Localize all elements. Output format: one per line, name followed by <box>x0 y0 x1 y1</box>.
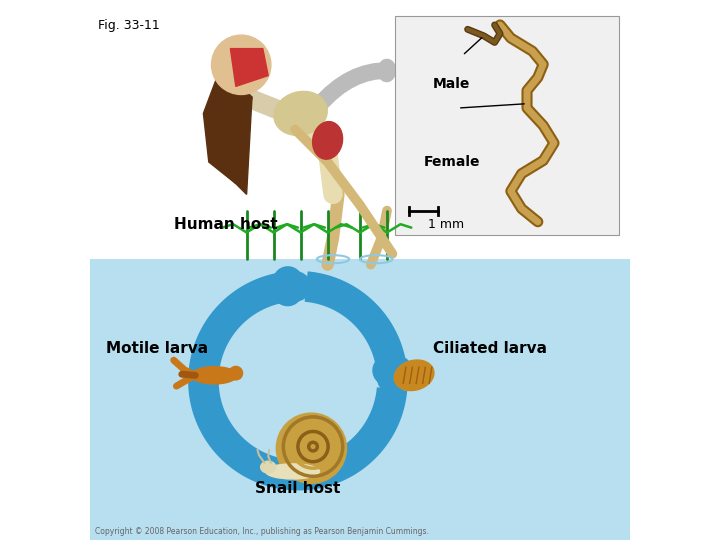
Circle shape <box>212 35 271 94</box>
Bar <box>395 16 619 235</box>
Ellipse shape <box>192 367 237 384</box>
Text: Motile larva: Motile larva <box>107 341 208 356</box>
Text: Snail host: Snail host <box>255 481 341 496</box>
Ellipse shape <box>229 366 243 380</box>
Text: Male: Male <box>433 77 470 91</box>
Bar <box>90 259 630 540</box>
Ellipse shape <box>394 360 434 390</box>
Ellipse shape <box>266 464 320 479</box>
Text: Fig. 33-11: Fig. 33-11 <box>98 19 160 32</box>
Ellipse shape <box>274 91 328 136</box>
Text: Copyright © 2008 Pearson Education, Inc., publishing as Pearson Benjamin Cumming: Copyright © 2008 Pearson Education, Inc.… <box>95 526 429 536</box>
Ellipse shape <box>261 461 276 473</box>
Text: Human host: Human host <box>174 217 277 232</box>
Text: Ciliated larva: Ciliated larva <box>433 341 547 356</box>
Text: 1 mm: 1 mm <box>428 218 464 231</box>
Polygon shape <box>203 70 252 184</box>
Ellipse shape <box>312 122 343 159</box>
Circle shape <box>276 413 346 483</box>
Polygon shape <box>230 49 269 86</box>
Text: Female: Female <box>423 155 480 169</box>
Polygon shape <box>220 76 252 194</box>
